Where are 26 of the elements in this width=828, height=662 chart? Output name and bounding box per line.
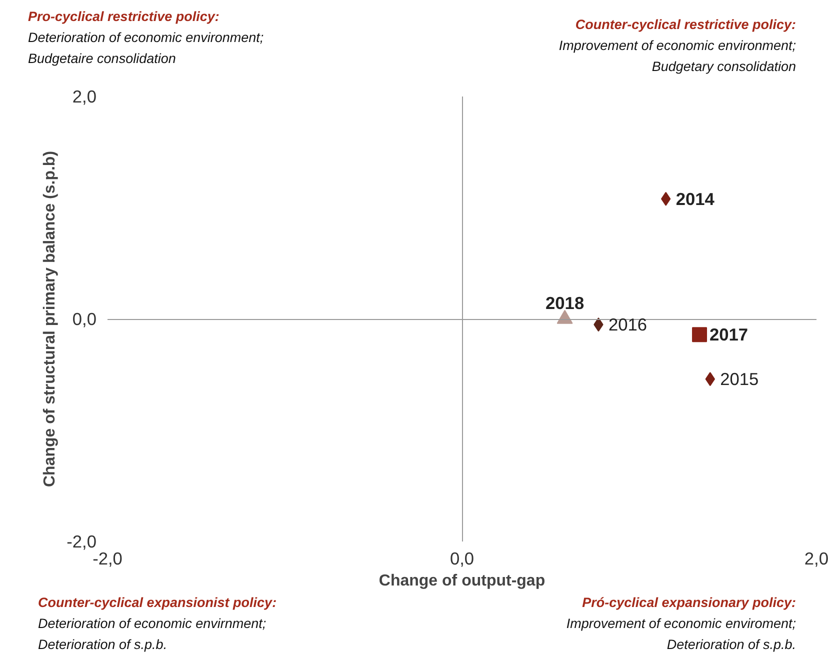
text: Improvement of economic enviroment; (566, 616, 796, 631)
series-label: 2015 (720, 369, 759, 390)
text: Budgetary consolidation (652, 59, 796, 74)
text: Counter-cyclical restrictive policy: (575, 17, 796, 32)
y-tick-label: 0,0 (72, 309, 97, 329)
text: Counter-cyclical expansionist policy: (38, 595, 277, 610)
text: Deterioration of economic environment; (28, 30, 264, 45)
y-tick-label: -2,0 (66, 532, 96, 552)
y-tick-label: 2,0 (72, 86, 97, 106)
text: Pro-cyclical restrictive policy: (28, 9, 220, 24)
x-axis-title: Change of output-gap (378, 572, 546, 590)
text: Pró-cyclical expansionary policy: (582, 595, 796, 610)
text: Deterioration of economic envirnment; (38, 616, 266, 631)
point (692, 327, 708, 342)
series-label: 2017 (710, 324, 748, 345)
x-tick-label: 2,0 (804, 548, 828, 568)
x-tick-label: 0,0 (450, 548, 474, 568)
series-label: 2018 (546, 293, 584, 313)
text: Deterioration of s.p.b. (38, 637, 168, 652)
series-label: 2014 (676, 188, 715, 209)
series-label: 2016 (608, 314, 648, 335)
text: Improvement of economic environment; (558, 38, 796, 53)
text: Budgetaire consolidation (28, 51, 176, 66)
text: Deterioration of s.p.b. (666, 637, 796, 652)
y-axis-title: Change of structural primary balance (s.p.b) (42, 150, 59, 488)
x-tick-label: -2,0 (92, 548, 122, 568)
